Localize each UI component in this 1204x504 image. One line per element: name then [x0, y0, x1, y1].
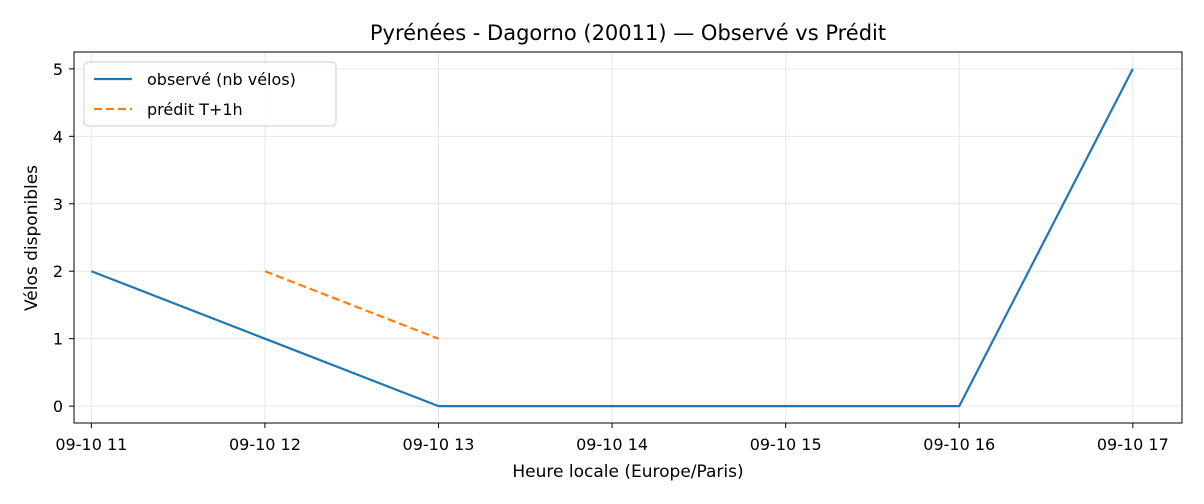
- x-tick-label: 09-10 16: [923, 435, 995, 454]
- x-tick-label: 09-10 13: [403, 435, 475, 454]
- plot-frame: [73, 51, 1183, 424]
- y-tick-label: 4: [53, 127, 63, 146]
- x-tick-label: 09-10 14: [576, 435, 648, 454]
- y-tick-label: 0: [53, 397, 63, 416]
- y-axis-label: Vélos disponibles: [22, 165, 42, 311]
- legend-entry-label: prédit T+1h: [147, 100, 243, 119]
- y-tick-label: 5: [53, 60, 63, 79]
- grid: [74, 52, 1182, 423]
- legend-box: [83, 61, 337, 127]
- y-tick-label: 1: [53, 330, 63, 349]
- observed-series-line: [90, 68, 1134, 408]
- y-axis: 0 1 2 3 4 5: [53, 60, 74, 416]
- x-tick-label: 09-10 11: [55, 435, 127, 454]
- x-tick-label: 09-10 17: [1097, 435, 1169, 454]
- x-tick-label: 09-10 15: [750, 435, 822, 454]
- x-tick-label: 09-10 12: [229, 435, 301, 454]
- legend-entry-label: observé (nb vélos): [147, 70, 296, 89]
- series-layer: [90, 68, 1134, 408]
- legend: observé (nb vélos) prédit T+1h: [83, 61, 337, 127]
- y-tick-label: 3: [53, 195, 63, 214]
- chart-title: Pyrénées - Dagorno (20011) — Observé vs …: [370, 21, 886, 45]
- y-tick-label: 2: [53, 262, 63, 281]
- x-axis: 09-10 11 09-10 12 09-10 13 09-10 14 09-10 15…: [55, 423, 1169, 454]
- x-axis-label: Heure locale (Europe/Paris): [512, 462, 743, 482]
- predicted-series-line: [264, 270, 439, 340]
